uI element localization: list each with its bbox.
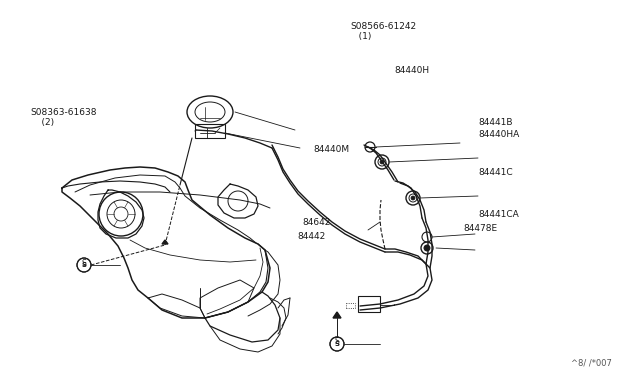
Text: S: S: [81, 262, 86, 268]
Polygon shape: [162, 240, 168, 244]
Text: 84478E: 84478E: [463, 224, 497, 233]
Text: 84442: 84442: [297, 232, 325, 241]
Circle shape: [411, 196, 415, 200]
Text: 84440HA: 84440HA: [478, 130, 519, 139]
Text: 84440H: 84440H: [394, 66, 429, 75]
Text: S: S: [82, 259, 86, 267]
Text: S: S: [335, 341, 339, 347]
Text: 84441CA: 84441CA: [478, 210, 519, 219]
Polygon shape: [333, 312, 341, 318]
Text: 84440M: 84440M: [313, 145, 349, 154]
Text: 84642: 84642: [302, 218, 330, 227]
Text: S: S: [335, 337, 339, 346]
Circle shape: [424, 245, 430, 251]
Text: 84441C: 84441C: [478, 168, 513, 177]
Text: 84441B: 84441B: [478, 118, 513, 127]
Text: S08566-61242
   (1): S08566-61242 (1): [350, 22, 416, 41]
Circle shape: [380, 160, 384, 164]
Text: S08363-61638
    (2): S08363-61638 (2): [30, 108, 97, 127]
Text: ^8/ /*007: ^8/ /*007: [571, 358, 612, 367]
